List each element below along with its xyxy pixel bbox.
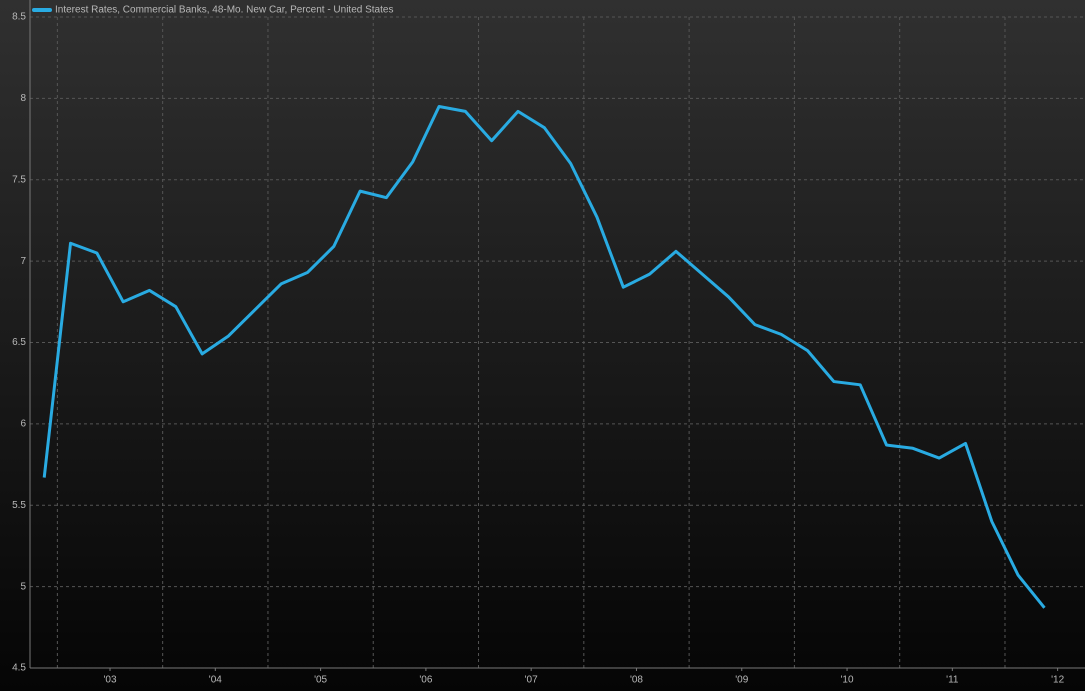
y-tick-label: 5.5 [12, 500, 26, 511]
legend-label: Interest Rates, Commercial Banks, 48-Mo.… [55, 5, 393, 16]
y-tick-label: 8 [20, 93, 26, 104]
y-tick-label: 7 [20, 256, 26, 267]
x-tick-label: '10 [841, 675, 854, 686]
x-tick-label: '03 [103, 675, 116, 686]
y-tick-label: 8.5 [12, 12, 26, 23]
y-tick-label: 7.5 [12, 174, 26, 185]
x-tick-label: '11 [946, 675, 959, 686]
x-tick-label: '05 [314, 675, 327, 686]
x-tick-label: '06 [419, 675, 432, 686]
x-tick-label: '08 [630, 675, 643, 686]
y-tick-label: 4.5 [12, 663, 26, 674]
x-tick-label: '04 [209, 675, 222, 686]
x-tick-label: '09 [735, 675, 748, 686]
line-series [42, 105, 1046, 609]
x-tick-label: '12 [1051, 675, 1064, 686]
y-tick-label: 6 [20, 419, 26, 430]
x-tick-label: '07 [525, 675, 538, 686]
legend: Interest Rates, Commercial Banks, 48-Mo.… [32, 5, 393, 16]
y-tick-label: 6.5 [12, 337, 26, 348]
y-tick-label: 5 [20, 581, 26, 592]
